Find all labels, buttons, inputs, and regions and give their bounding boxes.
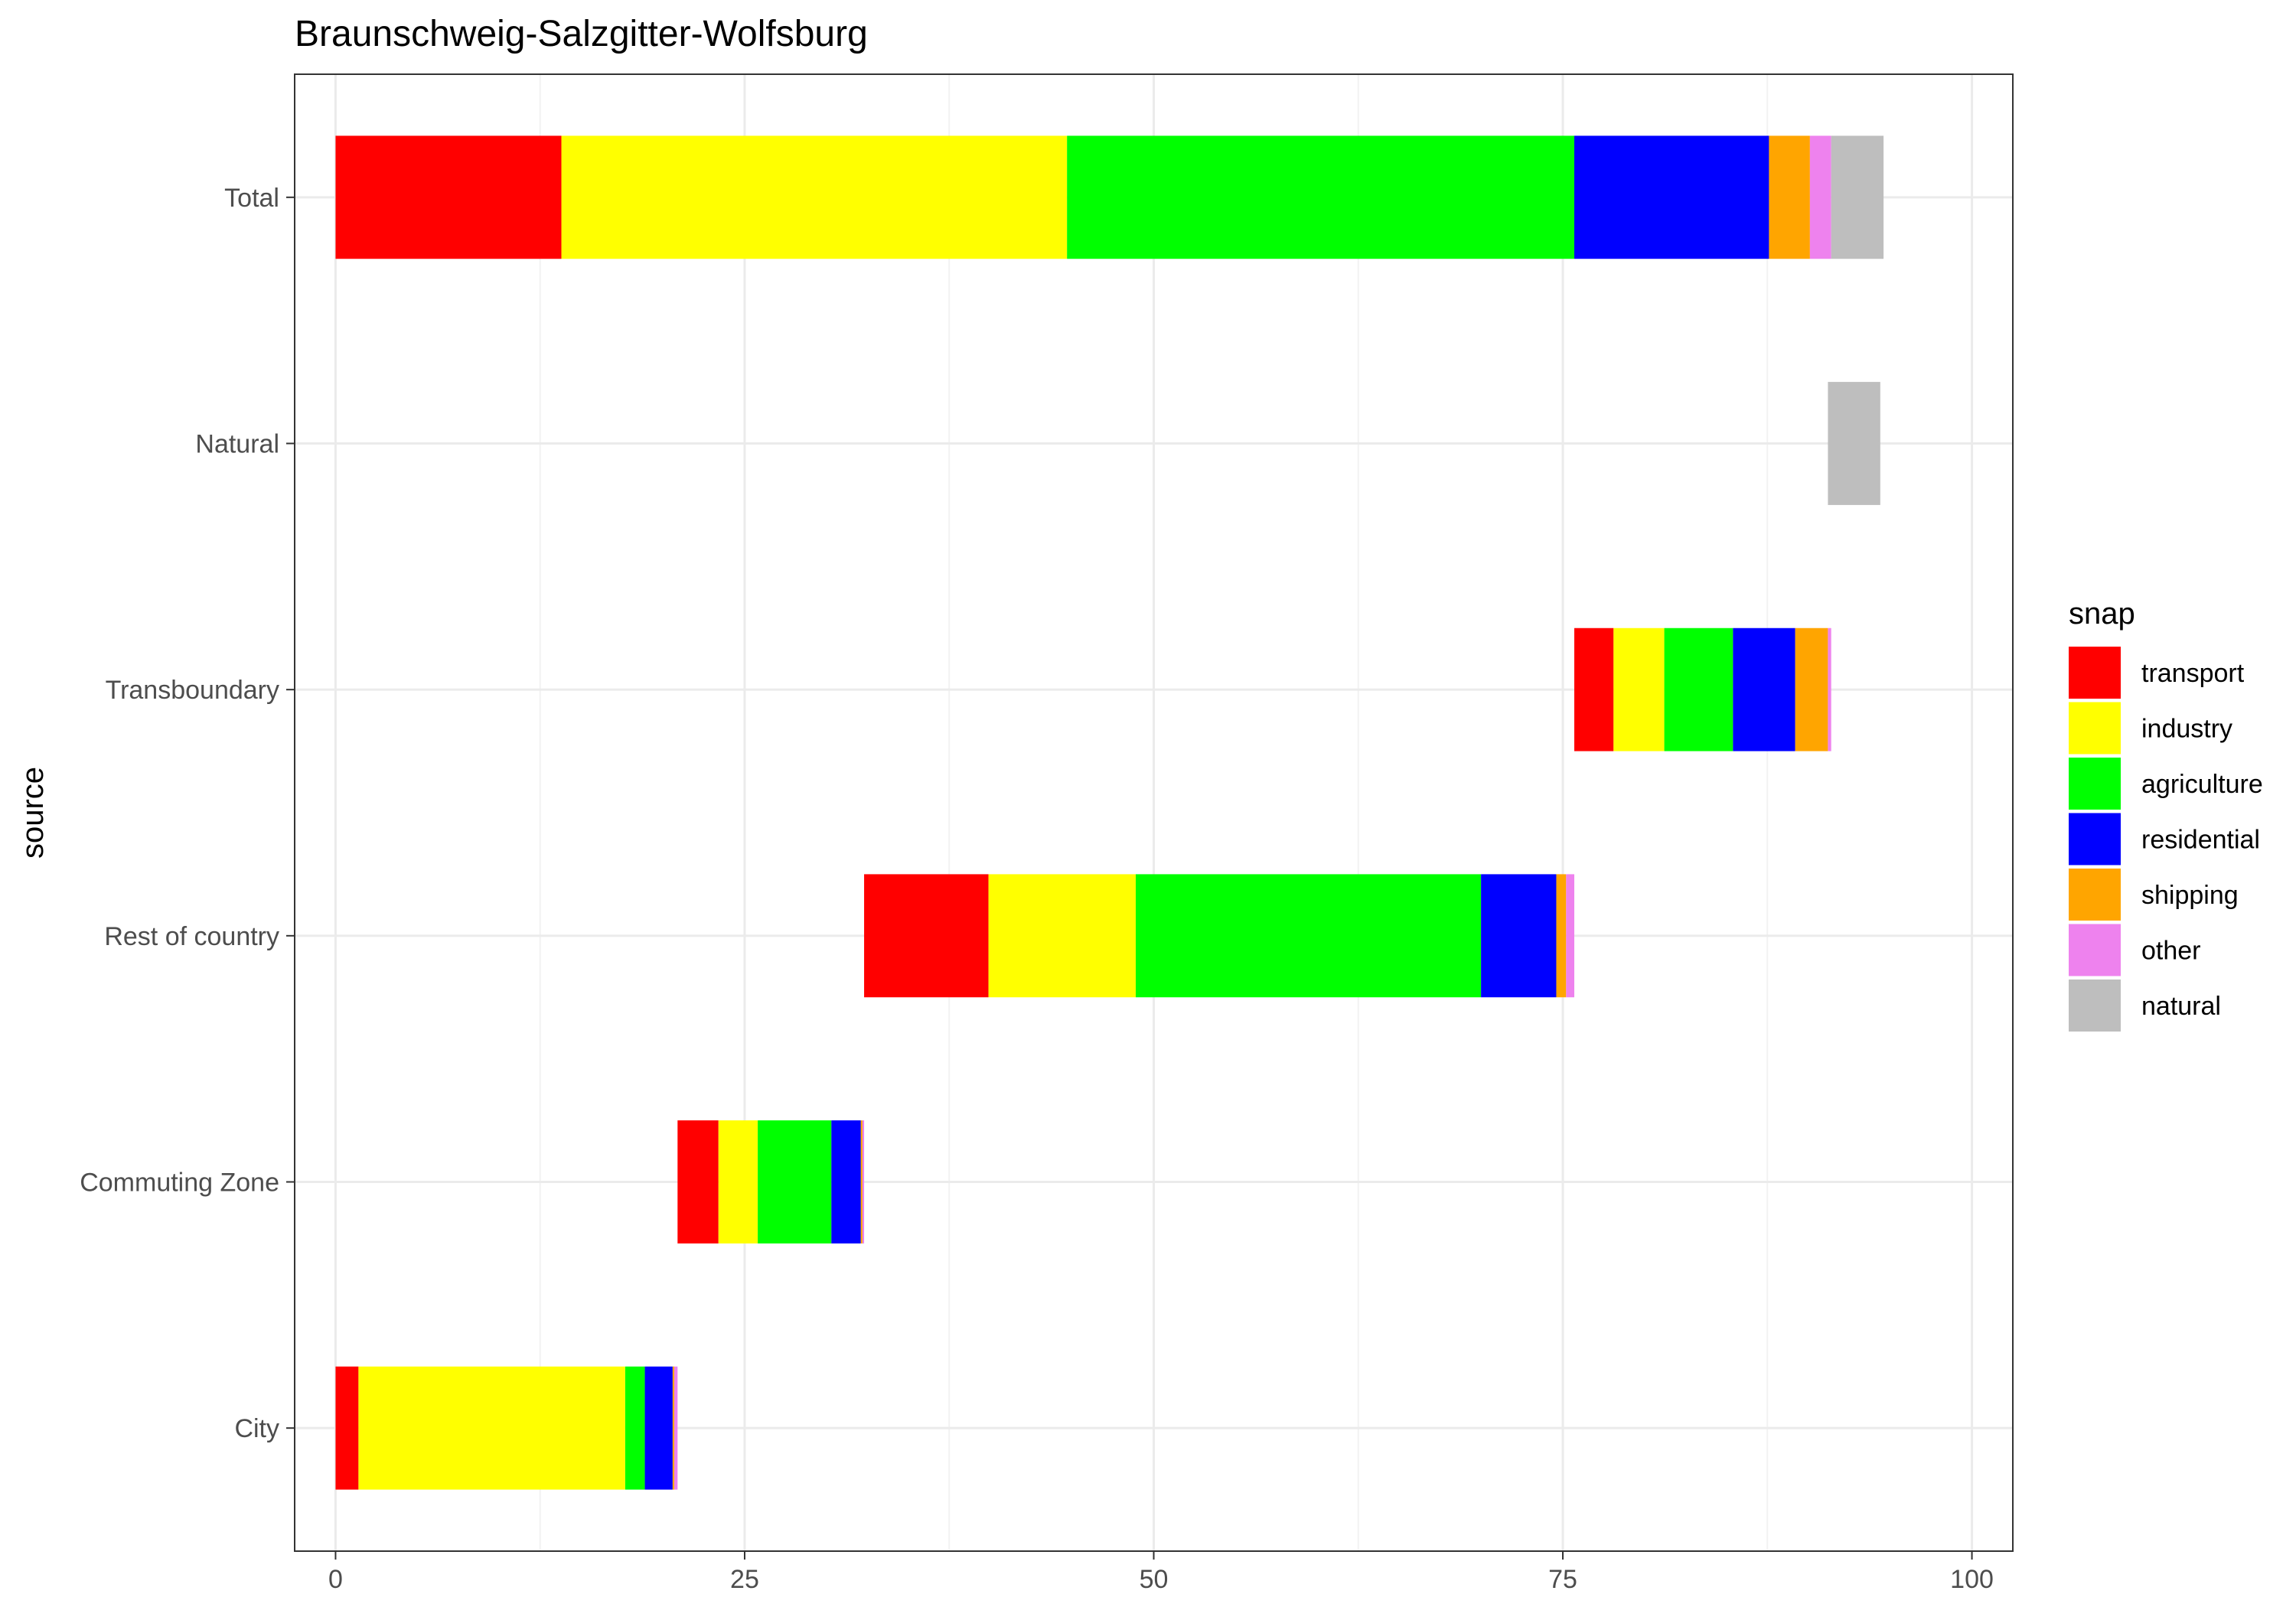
legend-key-natural [2069, 980, 2121, 1032]
bar-segment-other [1566, 874, 1574, 998]
y-tick-label: Commuting Zone [80, 1169, 279, 1198]
y-axis-title: source [16, 767, 50, 859]
bar-segment-shipping [672, 1366, 675, 1490]
bar-segment-industry [561, 135, 1068, 259]
x-tick-label: 75 [1548, 1565, 1577, 1594]
legend-key-residential [2069, 813, 2121, 865]
bar-segment-agriculture [758, 1120, 832, 1244]
y-tick-label: Rest of country [104, 922, 279, 951]
bar-segment-residential [1481, 874, 1557, 998]
x-tick-label: 25 [730, 1565, 759, 1594]
bar-segment-residential [1574, 135, 1769, 259]
y-tick-label: Transboundary [106, 676, 279, 705]
legend-label: transport [2141, 659, 2245, 688]
legend-key-industry [2069, 702, 2121, 755]
legend-key-transport [2069, 647, 2121, 699]
bar-segment-other [1809, 135, 1831, 259]
chart-title: Braunschweig-Salzgitter-Wolfsburg [295, 14, 868, 54]
x-tick-label: 50 [1140, 1565, 1169, 1594]
bar-segment-transport [677, 1120, 719, 1244]
legend-key-shipping [2069, 869, 2121, 921]
axes: 0 25 50 75 100 City Commuting Zone Rest of coun… [80, 184, 1994, 1594]
bar-segment-other [674, 1366, 678, 1490]
bar-segment-agriculture [1067, 135, 1574, 259]
bar-segment-transport [335, 1366, 359, 1490]
bar-segment-other [1828, 627, 1831, 751]
legend-key-agriculture [2069, 758, 2121, 810]
y-tick-label: Total [224, 184, 279, 213]
bars [335, 135, 1884, 1490]
legend-key-other [2069, 924, 2121, 976]
bar-segment-natural [1831, 135, 1884, 259]
bar-segment-agriculture [1664, 627, 1733, 751]
bar-segment-shipping [1769, 135, 1810, 259]
bar-segment-residential [644, 1366, 673, 1490]
legend-label: residential [2141, 826, 2260, 855]
bar-segment-natural [1828, 382, 1880, 505]
legend-label: agriculture [2141, 770, 2263, 799]
bar-segment-industry [988, 874, 1136, 998]
legend-label: industry [2141, 715, 2232, 744]
bar-segment-shipping [1556, 874, 1567, 998]
bar-segment-agriculture [625, 1366, 645, 1490]
y-tick-label: Natural [195, 430, 279, 459]
legend-label: other [2141, 937, 2201, 966]
bar-segment-transport [335, 135, 562, 259]
bar-segment-shipping [1795, 627, 1828, 751]
bar-segment-industry [1613, 627, 1665, 751]
bar-segment-industry [358, 1366, 625, 1490]
bar-segment-other [862, 1120, 865, 1244]
x-tick-label: 100 [1950, 1565, 1994, 1594]
legend-title: snap [2069, 597, 2135, 631]
bar-segment-agriculture [1135, 874, 1482, 998]
bar-segment-residential [1733, 627, 1795, 751]
legend-label: shipping [2141, 881, 2239, 910]
bar-segment-residential [831, 1120, 861, 1244]
bar-segment-transport [864, 874, 989, 998]
bar-segment-transport [1574, 627, 1614, 751]
legend-label: natural [2141, 992, 2221, 1021]
bar-segment-shipping [860, 1120, 863, 1244]
y-tick-label: City [234, 1414, 279, 1443]
legend: snap transport industry agriculture residen… [2069, 597, 2263, 1032]
bar-segment-industry [718, 1120, 758, 1244]
x-tick-label: 0 [328, 1565, 343, 1594]
